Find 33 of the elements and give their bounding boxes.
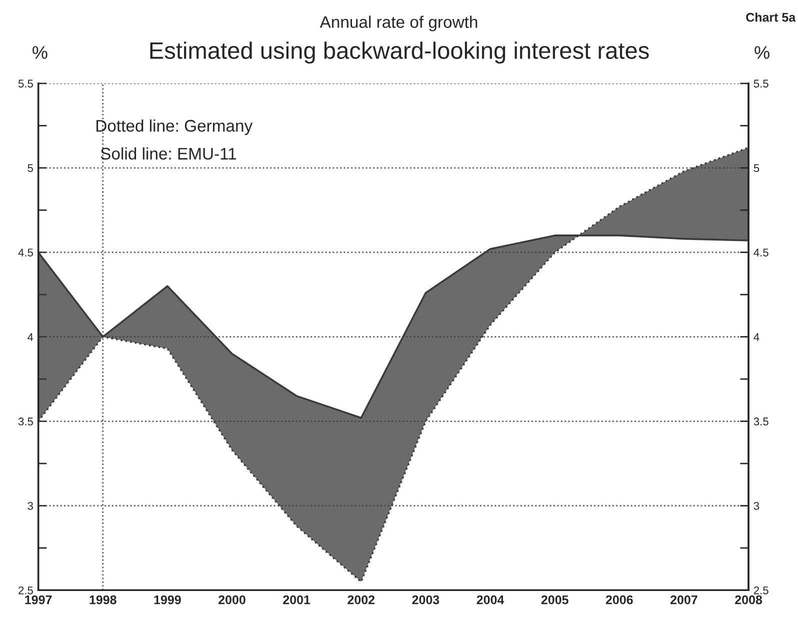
y2-tick-label: 5 — [754, 164, 760, 172]
x-tick-label: 2004 — [476, 595, 504, 604]
y-tick-label: 5.5 — [18, 80, 33, 88]
annotation: Solid line: EMU-11 — [100, 147, 236, 160]
x-tick-label: 1998 — [90, 595, 116, 604]
x-tick-label: 2000 — [218, 595, 246, 604]
x-tick-label: 2007 — [670, 595, 698, 604]
x-tick-label: 1997 — [25, 595, 52, 604]
chart-subtitle: Annual rate of growth — [320, 16, 478, 32]
y-tick-label: 2.5 — [18, 586, 33, 594]
x-tick-label: 2006 — [606, 595, 633, 604]
x-tick-label: 2008 — [735, 595, 762, 604]
y-tick-label: 3.5 — [18, 418, 33, 426]
y-tick-label: 4.5 — [18, 248, 33, 256]
y2-tick-label: 3 — [754, 502, 760, 510]
x-tick-label: 2001 — [283, 595, 310, 604]
x-tick-label: 1999 — [154, 595, 181, 604]
x-tick-label: 2005 — [541, 595, 568, 604]
caption: Chart 5a — [746, 12, 796, 22]
y2-tick-label: 2.5 — [754, 586, 768, 594]
y2-tick-label: 4 — [754, 333, 760, 341]
y-axis-title: % — [32, 46, 48, 59]
x-tick-label: 2002 — [348, 595, 375, 604]
chart-title: Estimated using backward-looking interest rates — [150, 42, 649, 64]
y-tick-label: 4 — [28, 333, 34, 341]
y-tick-label: 5 — [28, 164, 33, 172]
y-tick-label: 3 — [28, 502, 33, 510]
y2-tick-label: 5.5 — [754, 80, 768, 88]
annotation: Dotted line: Germany — [96, 119, 253, 136]
y2-tick-label: 3.5 — [754, 418, 768, 426]
x-tick-label: 2003 — [412, 595, 440, 604]
y2-axis-title: % — [754, 46, 770, 59]
y2-tick-label: 4.5 — [754, 248, 768, 256]
